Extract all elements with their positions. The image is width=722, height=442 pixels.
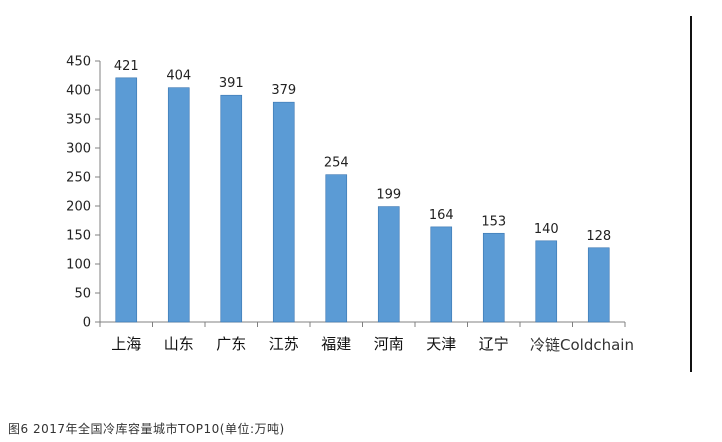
category-label: 天津 [426, 335, 456, 353]
y-tick-label: 250 [66, 171, 91, 186]
watermark-text: 冷链Coldchain [530, 336, 634, 354]
category-label: 广东 [216, 335, 246, 353]
y-tick-label: 0 [83, 316, 91, 331]
data-label: 153 [481, 214, 506, 229]
bar [325, 174, 348, 323]
figure-caption: 图6 2017年全国冷库容量城市TOP10(单位:万吨) [8, 422, 285, 436]
right-border-line [690, 16, 692, 372]
data-label: 140 [534, 222, 559, 237]
y-tick-label: 150 [66, 229, 91, 244]
data-label: 404 [166, 69, 191, 84]
y-tick-label: 450 [66, 55, 91, 70]
category-label: 上海 [111, 335, 141, 353]
data-label: 391 [219, 76, 244, 91]
bar [587, 247, 610, 323]
category-label: 河南 [374, 335, 404, 353]
category-label: 辽宁 [479, 335, 509, 353]
data-label: 254 [324, 156, 349, 171]
bar [430, 226, 453, 323]
bar [272, 101, 295, 323]
bar [115, 77, 138, 323]
y-tick-label: 300 [66, 142, 91, 157]
category-label: 福建 [321, 335, 351, 353]
data-label: 128 [586, 229, 611, 244]
data-label: 164 [429, 208, 454, 223]
bar [482, 232, 505, 323]
bar [377, 206, 400, 323]
category-label: 江苏 [269, 335, 299, 353]
bar [167, 87, 190, 323]
bar [220, 94, 243, 323]
data-label: 199 [376, 188, 401, 203]
y-tick-label: 350 [66, 113, 91, 128]
y-tick-label: 50 [74, 287, 91, 302]
data-label: 379 [271, 83, 296, 98]
y-tick-label: 100 [66, 258, 91, 273]
data-label: 421 [114, 59, 139, 74]
y-tick-label: 400 [66, 84, 91, 99]
y-tick-label: 200 [66, 200, 91, 215]
bar [535, 240, 558, 323]
category-label: 山东 [164, 335, 194, 353]
